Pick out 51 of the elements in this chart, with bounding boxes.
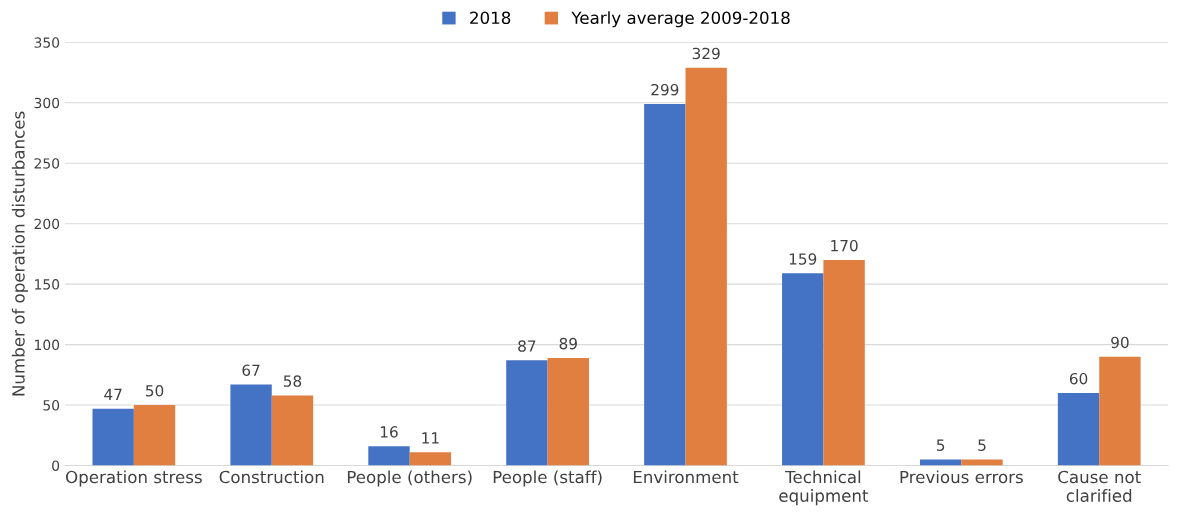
bar bbox=[271, 395, 314, 466]
data-label: 5 bbox=[936, 439, 945, 451]
data-label: 329 bbox=[692, 47, 720, 60]
x-tick-label: Technical equipment bbox=[779, 470, 869, 506]
legend-label: 2018 bbox=[470, 11, 511, 25]
y-tick-label: 50 bbox=[43, 400, 60, 411]
bar bbox=[919, 459, 962, 466]
y-tick-label: 200 bbox=[34, 218, 60, 230]
bar bbox=[133, 405, 176, 466]
x-tick-label: Environment bbox=[633, 470, 739, 484]
bar bbox=[1099, 356, 1141, 466]
bar bbox=[644, 103, 686, 466]
x-tick-label: Previous errors bbox=[900, 470, 1023, 484]
y-tick-label: 150 bbox=[35, 279, 60, 290]
x-tick-label: Operation stress bbox=[66, 470, 202, 487]
data-label: 16 bbox=[380, 426, 398, 438]
x-tick-label: Cause not clarified bbox=[1058, 470, 1141, 502]
x-tick-label: People (staff) bbox=[493, 470, 602, 487]
bar bbox=[685, 67, 727, 466]
bar bbox=[1057, 392, 1100, 466]
data-label: 60 bbox=[1069, 372, 1088, 385]
data-label: 89 bbox=[559, 337, 577, 350]
data-label: 11 bbox=[422, 432, 439, 444]
data-label: 159 bbox=[789, 253, 817, 265]
data-label: 299 bbox=[651, 83, 679, 96]
bar bbox=[230, 384, 272, 466]
bar bbox=[782, 273, 824, 466]
y-tick-label: 300 bbox=[34, 97, 60, 109]
bar bbox=[547, 357, 589, 466]
y-tick-label: 250 bbox=[34, 158, 60, 169]
y-tick-label: 100 bbox=[35, 339, 60, 351]
data-label: 58 bbox=[283, 375, 302, 387]
y-tick-label: 0 bbox=[52, 460, 60, 471]
data-label: 90 bbox=[1111, 336, 1129, 349]
bar bbox=[506, 360, 548, 466]
bar bbox=[368, 446, 410, 466]
bar bbox=[409, 452, 452, 466]
legend-label: Yearly average 2009-2018 bbox=[571, 11, 790, 28]
data-label: 50 bbox=[146, 384, 164, 397]
bar bbox=[823, 259, 865, 466]
y-axis-title: Number of operation disturbances bbox=[11, 111, 28, 396]
bar bbox=[92, 408, 134, 466]
data-label: 5 bbox=[978, 439, 986, 451]
x-tick-label: People (others) bbox=[347, 470, 472, 487]
y-tick-label: 350 bbox=[34, 37, 60, 48]
data-label: 67 bbox=[242, 364, 260, 376]
data-label: 87 bbox=[518, 340, 536, 352]
data-label: 170 bbox=[831, 239, 858, 252]
bar bbox=[961, 459, 1003, 466]
x-tick-label: Construction bbox=[219, 470, 324, 484]
data-label: 47 bbox=[104, 388, 122, 400]
